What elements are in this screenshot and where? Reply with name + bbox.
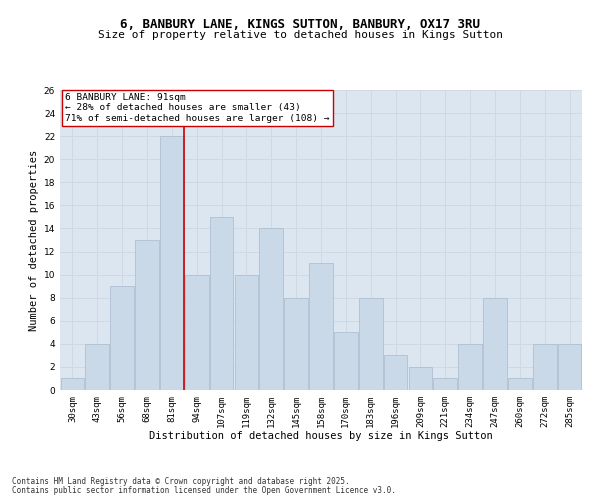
Text: Contains HM Land Registry data © Crown copyright and database right 2025.: Contains HM Land Registry data © Crown c…	[12, 477, 350, 486]
Bar	[558, 344, 581, 390]
Bar	[409, 367, 432, 390]
Y-axis label: Number of detached properties: Number of detached properties	[29, 150, 40, 330]
Bar	[185, 274, 209, 390]
Bar	[61, 378, 84, 390]
Bar	[458, 344, 482, 390]
Bar	[110, 286, 134, 390]
Bar	[384, 356, 407, 390]
Bar	[284, 298, 308, 390]
Text: Size of property relative to detached houses in Kings Sutton: Size of property relative to detached ho…	[97, 30, 503, 40]
Text: 6, BANBURY LANE, KINGS SUTTON, BANBURY, OX17 3RU: 6, BANBURY LANE, KINGS SUTTON, BANBURY, …	[120, 18, 480, 30]
Bar	[359, 298, 383, 390]
Bar	[309, 263, 333, 390]
Bar	[508, 378, 532, 390]
Bar	[259, 228, 283, 390]
Bar	[210, 217, 233, 390]
Bar	[160, 136, 184, 390]
Bar	[483, 298, 507, 390]
Bar	[533, 344, 557, 390]
Text: Contains public sector information licensed under the Open Government Licence v3: Contains public sector information licen…	[12, 486, 396, 495]
Bar	[135, 240, 159, 390]
Bar	[235, 274, 258, 390]
X-axis label: Distribution of detached houses by size in Kings Sutton: Distribution of detached houses by size …	[149, 432, 493, 442]
Bar	[85, 344, 109, 390]
Text: 6 BANBURY LANE: 91sqm
← 28% of detached houses are smaller (43)
71% of semi-deta: 6 BANBURY LANE: 91sqm ← 28% of detached …	[65, 93, 330, 123]
Bar	[334, 332, 358, 390]
Bar	[433, 378, 457, 390]
